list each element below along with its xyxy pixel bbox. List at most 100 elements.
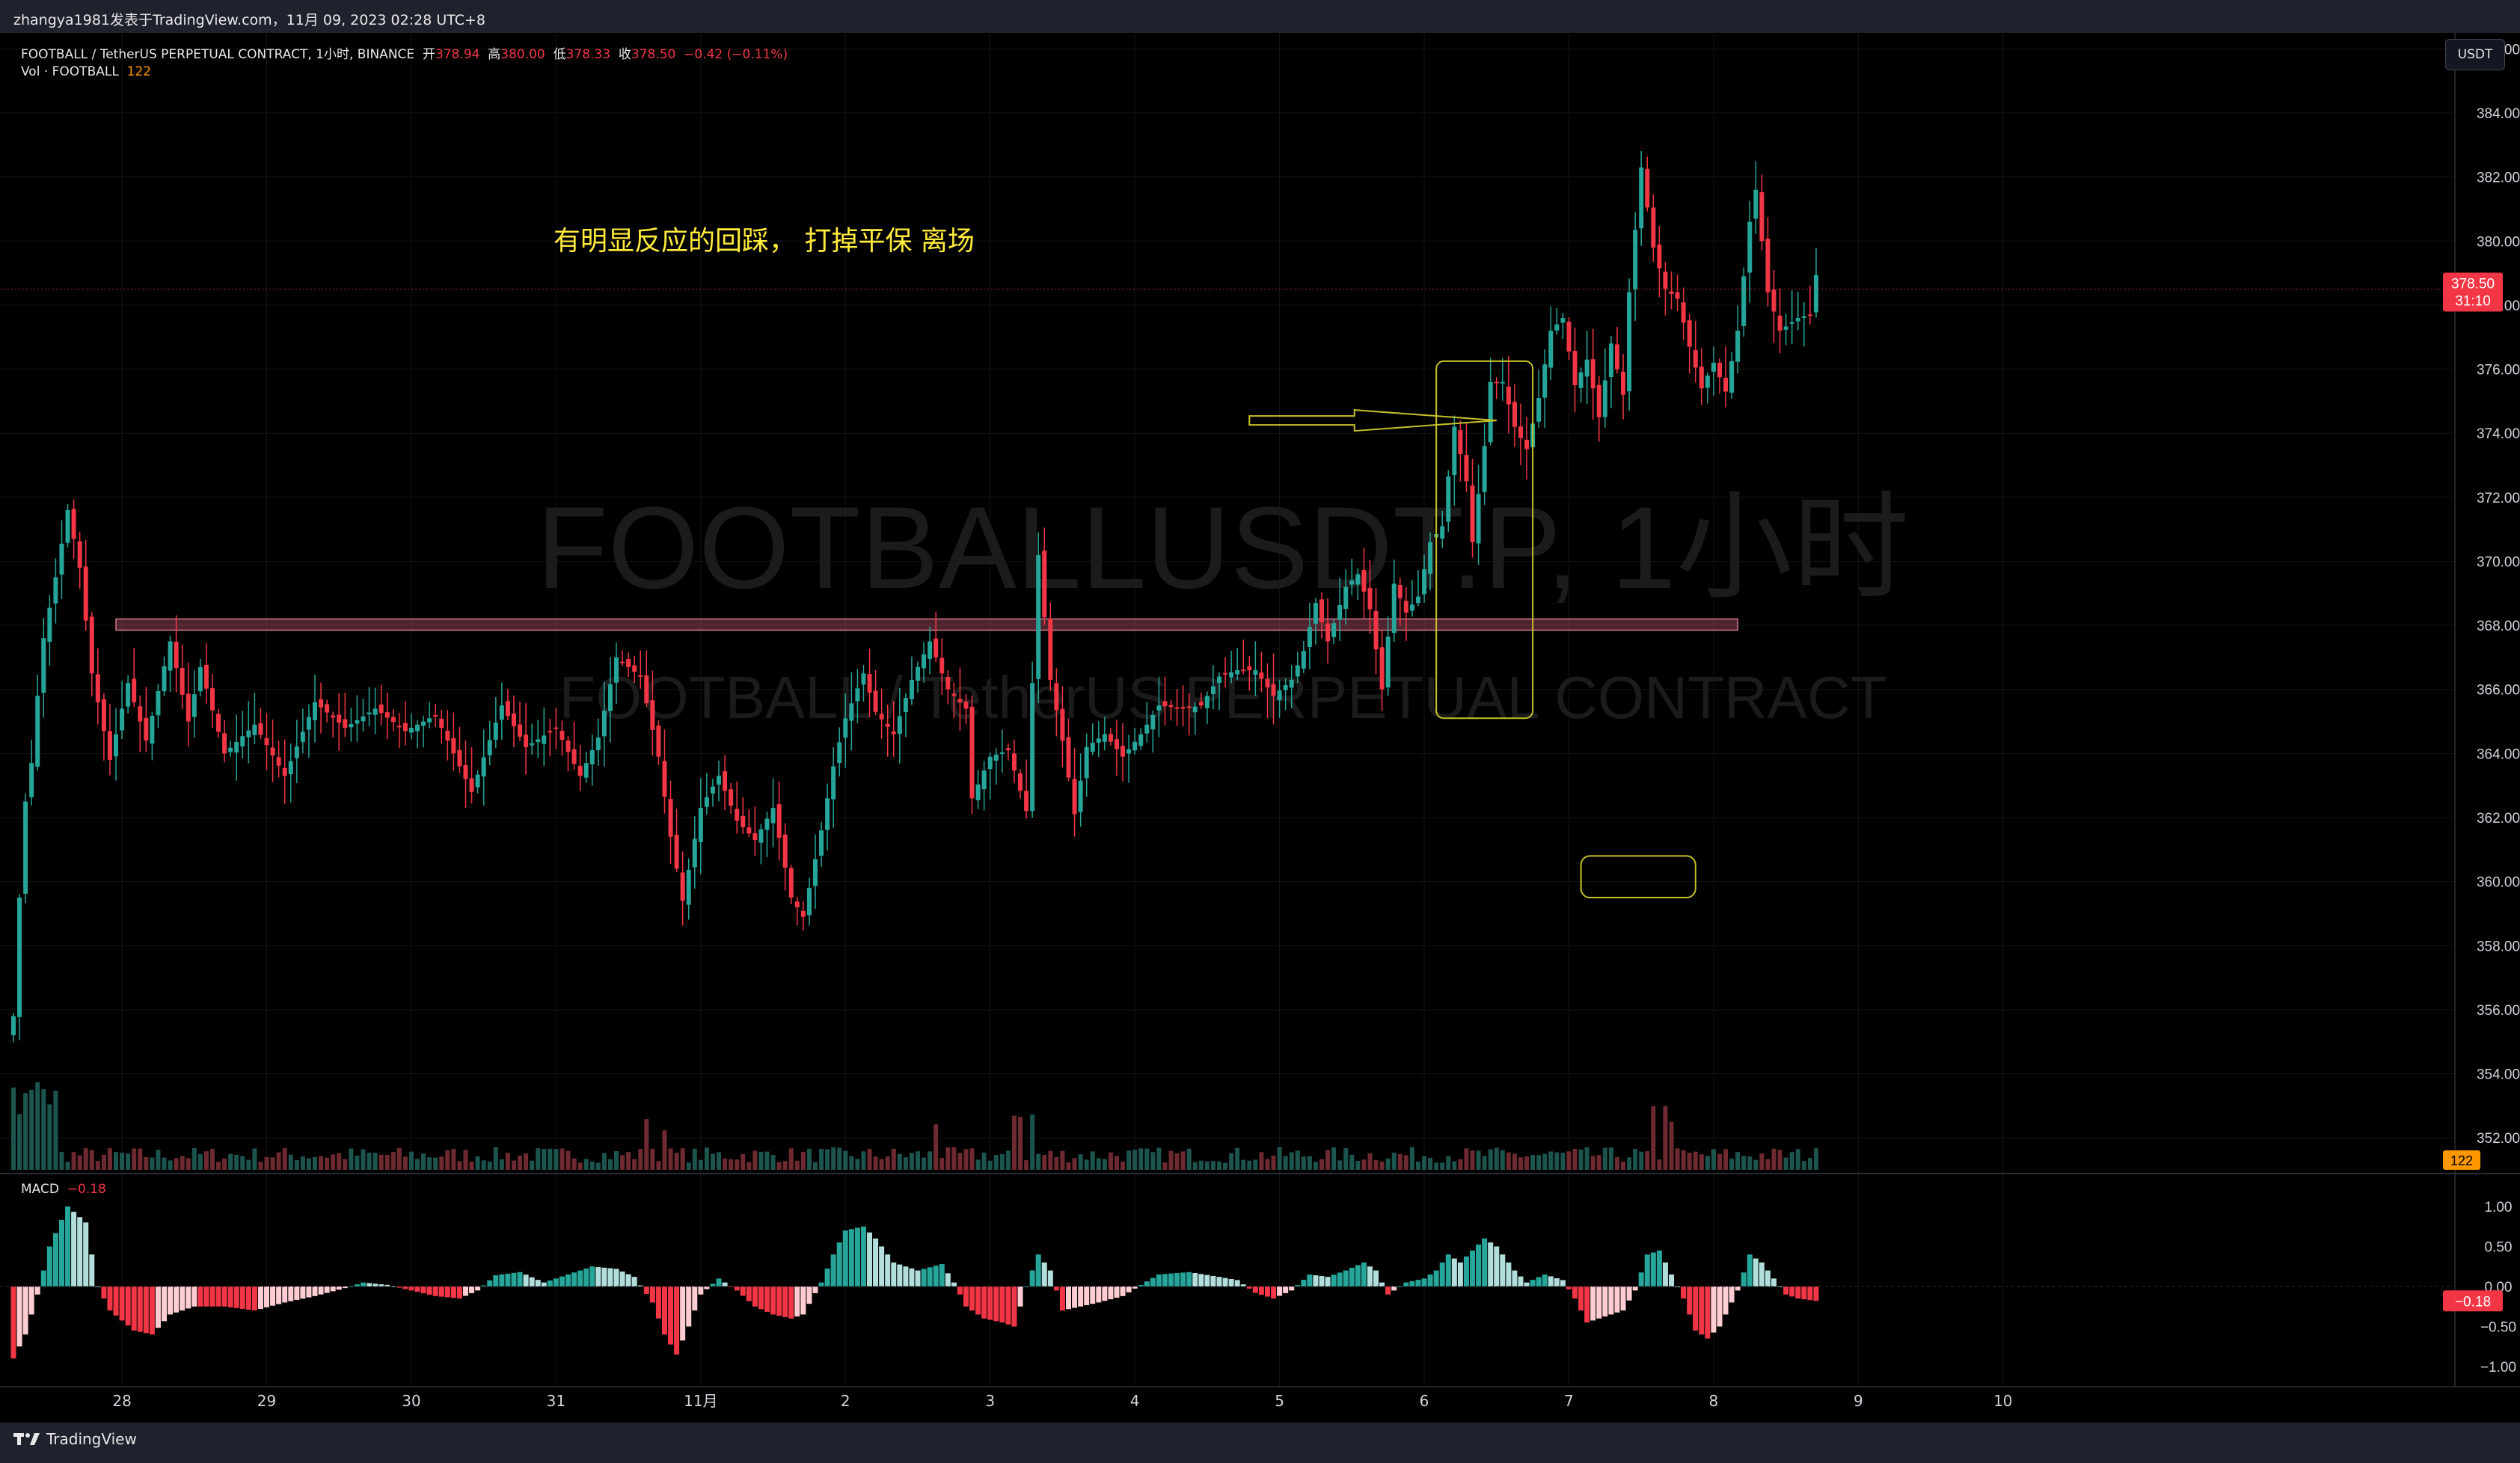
macd-bar [1367, 1266, 1373, 1286]
volume-bar [1024, 1160, 1029, 1170]
candle-body [1464, 455, 1469, 482]
candle-body [1313, 603, 1318, 624]
macd-tag-bg [2443, 1290, 2503, 1312]
price-tick-label: 374.00 [2477, 426, 2520, 442]
candle-body [1500, 381, 1505, 384]
candle-body [536, 739, 541, 743]
candle-body [1584, 359, 1589, 377]
volume-bar [1018, 1117, 1023, 1170]
resistance-zone[interactable] [115, 618, 1738, 631]
volume-bar [114, 1152, 119, 1170]
macd-bar [1126, 1286, 1132, 1292]
price-tag-countdown: 31:10 [2455, 294, 2491, 310]
macd-bar [1560, 1280, 1566, 1286]
volume-bar [542, 1149, 547, 1170]
candle-body [1180, 707, 1186, 709]
macd-bar [1066, 1286, 1071, 1310]
candle-body [933, 638, 939, 657]
candle-body [752, 832, 758, 840]
macd-bar [71, 1212, 77, 1286]
macd-bar [1108, 1286, 1114, 1300]
candle-body [1247, 666, 1252, 671]
volume-bar [1542, 1153, 1548, 1170]
volume-bar [922, 1157, 927, 1170]
volume-bar [361, 1149, 366, 1170]
annotation-text[interactable]: 有明显反应的回踩， 打掉平保 离场 [554, 226, 975, 257]
volume-bar [1271, 1156, 1276, 1170]
candle-body [897, 716, 902, 734]
price-tick-label: 382.00 [2477, 171, 2520, 186]
candle-body [1072, 779, 1077, 815]
price-tick-label: 372.00 [2477, 491, 2520, 506]
candle-body [1518, 426, 1523, 438]
volume-bar [747, 1162, 752, 1170]
macd-bar [806, 1286, 812, 1304]
volume-bar [313, 1156, 317, 1170]
macd-bar [1102, 1286, 1108, 1301]
macd-bar [1795, 1286, 1801, 1299]
candle-body [1186, 706, 1192, 708]
candle-body [650, 700, 655, 730]
volume-bar [1759, 1153, 1765, 1170]
volume-bar [601, 1153, 607, 1170]
macd-bar [1120, 1286, 1126, 1296]
high-value: 380.00 [500, 47, 545, 62]
volume-bar [723, 1159, 728, 1170]
tradingview-logo[interactable]: TradingView [13, 1430, 137, 1448]
volume-bar [632, 1159, 637, 1170]
volume-bar [993, 1155, 999, 1170]
candle-body [855, 688, 860, 702]
price-chart[interactable]: FOOTBALLUSDT.P, 1小时 FOOTBALL / TetherUS … [0, 33, 2520, 1423]
macd-bar [22, 1286, 28, 1335]
candle-body [156, 690, 161, 716]
macd-bar [390, 1286, 396, 1287]
user-drawings[interactable] [1248, 360, 1696, 899]
volume-bar [1210, 1161, 1215, 1170]
macd-bar [668, 1286, 674, 1345]
volume-bar [1337, 1160, 1343, 1170]
currency-button[interactable]: USDT [2445, 39, 2505, 70]
macd-bar [1114, 1286, 1120, 1298]
candle-body [560, 731, 565, 740]
macd-bar [716, 1278, 722, 1286]
volume-bar [806, 1148, 812, 1170]
candle-body [138, 706, 143, 722]
candle-body [1150, 715, 1156, 730]
volume-bar [319, 1156, 324, 1170]
macd-bar [1029, 1270, 1035, 1286]
symbol-legend[interactable]: FOOTBALL / TetherUS PERPETUAL CONTRACT, … [21, 43, 788, 62]
macd-legend[interactable]: MACD −0.18 [21, 1182, 106, 1197]
volume-bar [1060, 1150, 1065, 1170]
candle-body [180, 668, 185, 695]
candle-body [1608, 343, 1613, 377]
volume-bar [1229, 1153, 1234, 1170]
volume-bar [89, 1150, 94, 1170]
candle-body [1723, 377, 1729, 392]
candle-body [1138, 734, 1144, 746]
macd-bar [1216, 1277, 1222, 1286]
macd-bar [251, 1286, 257, 1311]
volume-legend[interactable]: Vol · FOOTBALL 122 [21, 64, 151, 79]
macd-bar [1753, 1258, 1759, 1286]
volume-bar [77, 1155, 82, 1170]
candle-body [873, 690, 878, 712]
macd-bar [1277, 1286, 1283, 1296]
macd-tick-label: 1.00 [2485, 1200, 2513, 1215]
macd-bar [149, 1286, 155, 1335]
volume-bar [349, 1148, 354, 1170]
candle-body [656, 726, 661, 757]
volume-bar [554, 1148, 559, 1170]
macd-bar [541, 1282, 547, 1286]
candle-body [1036, 554, 1041, 679]
candle-body [1627, 292, 1632, 392]
macd-bar [1620, 1286, 1626, 1311]
volume-bar [294, 1160, 299, 1170]
volume-bar [1301, 1156, 1306, 1170]
macd-bar [312, 1286, 318, 1296]
candle-body [1711, 363, 1716, 372]
macd-bar [842, 1230, 848, 1286]
macd-bar [812, 1286, 818, 1293]
volume-bar [378, 1154, 384, 1170]
volume-bar [138, 1148, 143, 1170]
macd-bar [963, 1286, 969, 1307]
